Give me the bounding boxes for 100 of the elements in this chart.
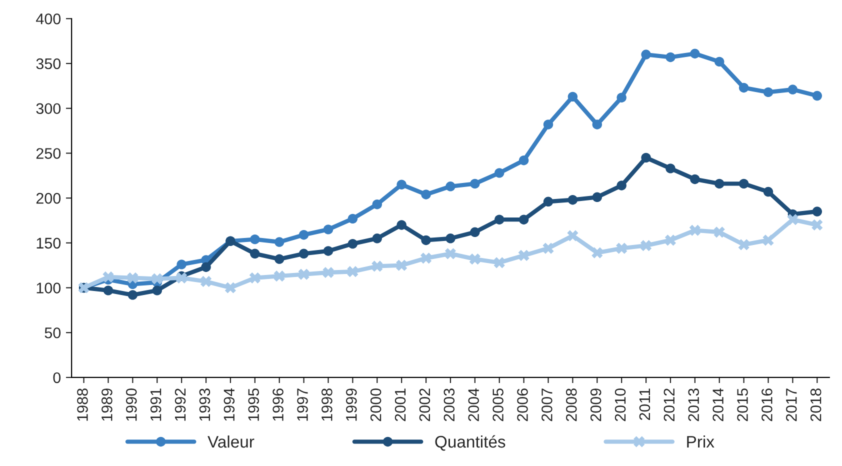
point — [396, 180, 406, 190]
y-tick-label: 200 — [36, 192, 61, 204]
point — [640, 240, 652, 252]
x-tick-label: 2018 — [810, 388, 822, 422]
point — [666, 52, 676, 62]
point — [128, 290, 138, 300]
point — [788, 84, 798, 94]
point — [592, 120, 602, 130]
x-tick-label: 2006 — [517, 388, 528, 422]
point — [444, 248, 456, 260]
point — [347, 266, 358, 278]
point — [446, 234, 456, 244]
point — [812, 90, 822, 101]
point — [666, 164, 676, 174]
point — [518, 214, 529, 224]
x-tick-label: 2005 — [492, 388, 504, 422]
x-tick-label: 2002 — [419, 388, 430, 422]
point — [812, 206, 822, 216]
point — [689, 224, 700, 236]
point — [494, 168, 504, 178]
point — [641, 152, 651, 163]
y-tick-label: 50 — [44, 327, 61, 338]
point — [152, 286, 162, 296]
point — [494, 257, 505, 268]
point — [372, 199, 382, 210]
point — [543, 196, 554, 206]
x-tick-label: 1990 — [126, 388, 137, 421]
point — [664, 234, 676, 246]
point — [446, 182, 456, 192]
y-tick-label: 350 — [36, 58, 61, 70]
point — [714, 56, 724, 67]
x-tick-label: 2013 — [688, 388, 700, 422]
x-tick-label: 2000 — [370, 388, 382, 422]
point — [641, 50, 651, 60]
legend-label: Valeur — [208, 435, 254, 448]
point — [176, 260, 186, 270]
x-tick-label: 1991 — [150, 388, 162, 421]
point — [738, 239, 750, 250]
point — [224, 282, 236, 294]
point — [568, 92, 578, 102]
x-tick-label: 1992 — [174, 388, 186, 421]
point — [298, 230, 309, 240]
point — [469, 253, 480, 265]
point — [274, 237, 284, 247]
x-tick-label: 2014 — [712, 388, 724, 422]
point — [738, 82, 749, 93]
point — [543, 120, 554, 130]
point — [298, 248, 309, 259]
point — [200, 276, 212, 288]
point — [274, 270, 285, 282]
point — [201, 262, 211, 272]
x-tick-label: 2008 — [566, 388, 577, 422]
point — [787, 214, 798, 226]
point — [372, 234, 382, 244]
point — [518, 156, 529, 166]
point — [396, 220, 406, 230]
point — [616, 180, 626, 190]
y-tick-label: 300 — [36, 103, 61, 114]
point — [812, 219, 823, 231]
point — [714, 178, 724, 189]
point — [763, 186, 774, 197]
point — [348, 214, 358, 224]
point — [250, 234, 260, 244]
point — [250, 248, 260, 259]
point — [518, 250, 530, 262]
x-tick-label: 1988 — [77, 388, 88, 421]
point — [420, 252, 432, 264]
point — [103, 286, 114, 296]
y-tick-label: 0 — [53, 372, 61, 384]
point — [616, 92, 626, 102]
point — [298, 268, 310, 280]
x-tick-label: 1999 — [346, 388, 357, 421]
point — [616, 242, 628, 254]
legend-label: Quantités — [435, 435, 506, 451]
point — [421, 190, 431, 200]
x-tick-label: 1996 — [272, 388, 284, 421]
point — [470, 227, 480, 237]
point — [274, 254, 284, 264]
x-tick-label: 1997 — [297, 388, 308, 421]
point — [372, 260, 383, 272]
x-tick-label: 2011 — [639, 388, 650, 420]
point — [323, 246, 334, 256]
point — [249, 272, 260, 284]
point — [592, 247, 603, 258]
x-tick-label: 1994 — [224, 388, 235, 421]
point — [763, 87, 774, 98]
x-tick-label: 2016 — [762, 388, 772, 422]
x-tick-label: 1989 — [102, 388, 112, 421]
y-tick-label: 100 — [36, 282, 61, 294]
point — [592, 192, 602, 202]
x-tick-label: 2003 — [444, 388, 455, 422]
x-tick-label: 2004 — [468, 388, 480, 422]
point — [568, 194, 578, 205]
y-tick-label: 400 — [36, 14, 61, 24]
point — [127, 272, 138, 284]
point — [738, 178, 749, 189]
point — [421, 235, 431, 246]
point — [322, 266, 334, 278]
point — [102, 271, 114, 283]
y-tick-label: 250 — [36, 148, 61, 159]
